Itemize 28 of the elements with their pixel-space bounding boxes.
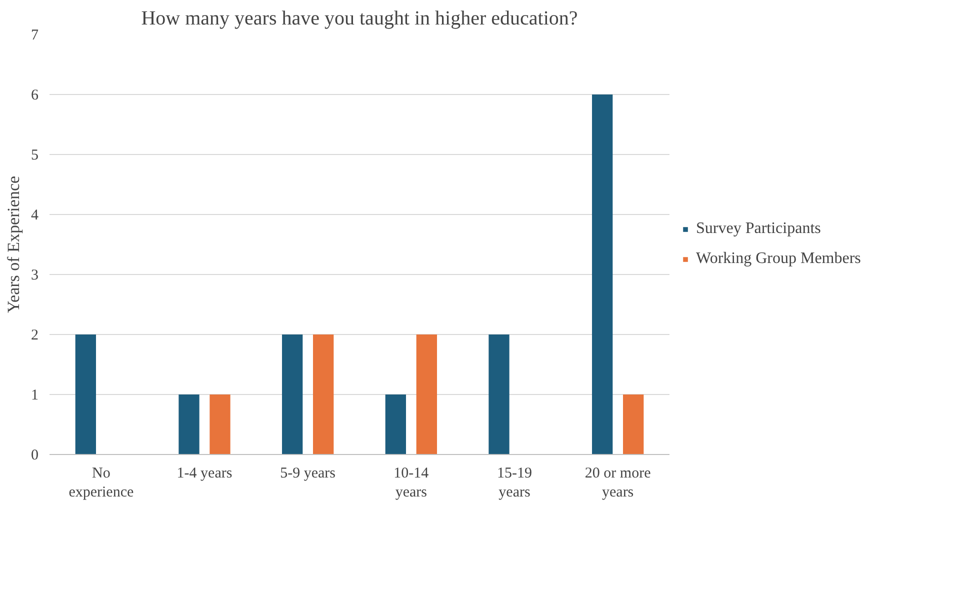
y-tick-label: 5 bbox=[31, 148, 38, 164]
y-tick-label: 7 bbox=[31, 28, 39, 44]
y-tick-label: 2 bbox=[31, 328, 38, 344]
bar bbox=[210, 394, 230, 454]
bar bbox=[385, 394, 406, 454]
x-tick-label: 1-4 years bbox=[176, 466, 232, 482]
bar bbox=[416, 334, 437, 454]
y-tick-label: 4 bbox=[31, 208, 39, 224]
legend-label: Survey Participants bbox=[696, 220, 821, 238]
bar bbox=[592, 94, 613, 454]
y-tick-label: 3 bbox=[31, 268, 38, 284]
bar bbox=[282, 334, 303, 454]
legend-label: Working Group Members bbox=[696, 250, 861, 268]
x-tick-label: 5-9 years bbox=[280, 466, 336, 482]
bar bbox=[178, 394, 200, 454]
y-tick-label: 0 bbox=[31, 448, 38, 464]
chart-title: How many years have you taught in higher education? bbox=[141, 8, 578, 30]
x-tick-label: 15-19 years bbox=[497, 466, 532, 501]
bar bbox=[75, 334, 96, 454]
y-tick-label: 6 bbox=[31, 88, 39, 104]
bar bbox=[313, 334, 334, 454]
y-axis-title: Years of Experience bbox=[4, 176, 23, 314]
y-tick-label: 1 bbox=[31, 388, 38, 404]
bar bbox=[488, 334, 510, 454]
x-tick-label: 20 or more years bbox=[584, 466, 652, 501]
x-tick-label: No experience bbox=[68, 466, 134, 501]
x-tick-label: 10-14 years bbox=[394, 466, 430, 501]
bar bbox=[623, 394, 644, 454]
